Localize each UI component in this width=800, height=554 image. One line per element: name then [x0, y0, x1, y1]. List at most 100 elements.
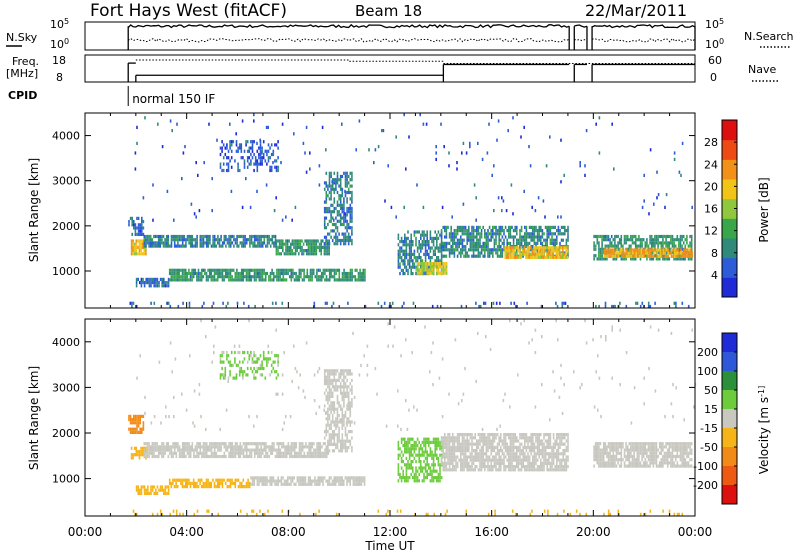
power-cells-9-1553 — [423, 265, 425, 269]
vel-cells-9-1608 — [455, 458, 457, 462]
power-cells-12-2605 — [682, 241, 685, 245]
power-cells-8-1467 — [428, 256, 430, 260]
power-cells-4-530 — [330, 194, 332, 198]
power-cells-7-1077 — [250, 275, 253, 279]
power-cells-10-1821 — [488, 251, 491, 255]
vel-cells-8-1482 — [436, 476, 438, 480]
vel-cells-7-1114 — [261, 476, 263, 480]
vel-cells-8-1361 — [413, 476, 416, 480]
power-cells-11-2268 — [557, 249, 559, 253]
power-cells-9-1598 — [444, 265, 446, 269]
power-cells-8-1332 — [404, 265, 406, 269]
vel-cells-9-1662 — [464, 439, 467, 443]
vel-cells-5-946 — [137, 485, 139, 489]
vel-cells-3-632 — [333, 369, 336, 373]
vel-cells-2-227 — [204, 454, 206, 459]
vel-cells-2-166 — [181, 442, 184, 446]
vel-cells-4-865 — [238, 366, 241, 371]
power-cells-3-360 — [282, 245, 284, 249]
vel-cells-6-1092 — [247, 478, 249, 482]
power-cells-3-441 — [314, 242, 316, 246]
vel-cells-9-1531 — [444, 442, 446, 446]
vel-cells-2-376 — [265, 442, 267, 446]
vel-cells-2-527 — [325, 451, 328, 455]
power-cells-3-401 — [298, 245, 300, 249]
power-cells-12-2331 — [604, 234, 607, 239]
power-cells-10-1790 — [482, 241, 484, 245]
power-cells-11-2270 — [557, 255, 559, 259]
power-cells-2-235 — [220, 234, 222, 239]
vel-cells-3-654 — [335, 385, 337, 389]
power-cells-8-1482 — [431, 246, 433, 250]
power-cells-5-723 — [221, 168, 223, 173]
vel-cells-3-633 — [333, 372, 336, 376]
vel-cells-8-1382 — [418, 453, 420, 457]
vel-cells-0-2 — [128, 427, 130, 431]
power-cells-7-1019 — [223, 268, 225, 272]
power-cells-6-881 — [153, 284, 155, 288]
power-cells-13-2719 — [649, 248, 652, 252]
vel-cells-2-78 — [145, 454, 147, 459]
vel-cells-9-1697 — [469, 465, 472, 469]
power-cells-7-1123 — [276, 268, 278, 272]
vel-cells-9-1719 — [474, 436, 476, 440]
power-cells-13-2717 — [648, 251, 650, 255]
power-cells-7-1052 — [239, 275, 241, 279]
power-cells-10-1820 — [488, 248, 491, 252]
power-cells-10-1605 — [440, 229, 443, 233]
vel-cells-6-995 — [172, 481, 174, 485]
power-cells-12-2351 — [609, 244, 611, 248]
power-cells-2-89 — [146, 234, 149, 239]
vel-cells-9-1788 — [485, 445, 488, 449]
power-cells-5-804 — [258, 146, 260, 150]
power-cells-4-677 — [347, 210, 350, 214]
vel-cells-3-617 — [331, 382, 334, 386]
power-cells-7-1114 — [269, 275, 272, 279]
power-cells-2-120 — [161, 234, 163, 239]
vel-cells-3-659 — [335, 423, 337, 427]
power-cells-12-2525 — [662, 234, 664, 239]
power-cells-5-718 — [219, 162, 222, 166]
power-cells-4-562 — [335, 178, 337, 182]
vel-cells-3-670 — [336, 401, 339, 405]
date-label: 22/Mar/2011 — [585, 1, 687, 20]
power-cells-10-1737 — [471, 241, 473, 245]
power-cells-12-2560 — [670, 241, 672, 245]
power-cells-12-2547 — [666, 241, 669, 245]
power-cells-13-2678 — [625, 254, 628, 258]
power-cells-14-2863 — [625, 304, 628, 309]
power-cells-8-1465 — [428, 246, 430, 250]
power-cells-10-1997 — [532, 229, 534, 233]
power-cells-2-330 — [269, 244, 272, 248]
power-cells-7-916 — [173, 271, 176, 276]
vel-cells-2-417 — [282, 445, 285, 449]
vel-cells-0-43 — [142, 424, 145, 428]
power-cells-9-1576 — [433, 271, 435, 275]
vel-cells-9-1511 — [440, 436, 443, 440]
vel-cells-2-521 — [324, 442, 326, 446]
vel-cells-0-38 — [141, 414, 143, 418]
vel-cells-4-833 — [222, 360, 225, 364]
vel-cells-0-31 — [137, 424, 140, 428]
power-cells-14-2841 — [495, 301, 498, 305]
power-cells-14-2867 — [641, 301, 644, 305]
vel-cells-3-599 — [330, 382, 332, 386]
power-cells-12-2369 — [615, 234, 618, 239]
power-cells-10-1828 — [490, 251, 492, 255]
power-cells-11-2204 — [528, 255, 530, 259]
vel-cells-9-1533 — [444, 452, 446, 456]
power-cells-8-1443 — [424, 243, 427, 247]
vel-cells-5-963 — [148, 491, 151, 495]
vel-cells-4-878 — [245, 373, 247, 377]
power-cells-3-348 — [277, 249, 279, 253]
power-cells-12-2485 — [650, 241, 653, 245]
vel-cells-3-694 — [338, 439, 340, 443]
power-cells-7-1281 — [360, 275, 363, 279]
power-cells-5-792 — [253, 140, 255, 144]
vel-cells-0-36 — [139, 427, 141, 431]
vel-cells-8-1478 — [436, 447, 438, 451]
power-cells-10-1615 — [444, 225, 446, 229]
power-cells-2-302 — [257, 234, 259, 239]
power-cells-12-2519 — [658, 257, 661, 261]
vel-cells-2-323 — [242, 451, 245, 455]
